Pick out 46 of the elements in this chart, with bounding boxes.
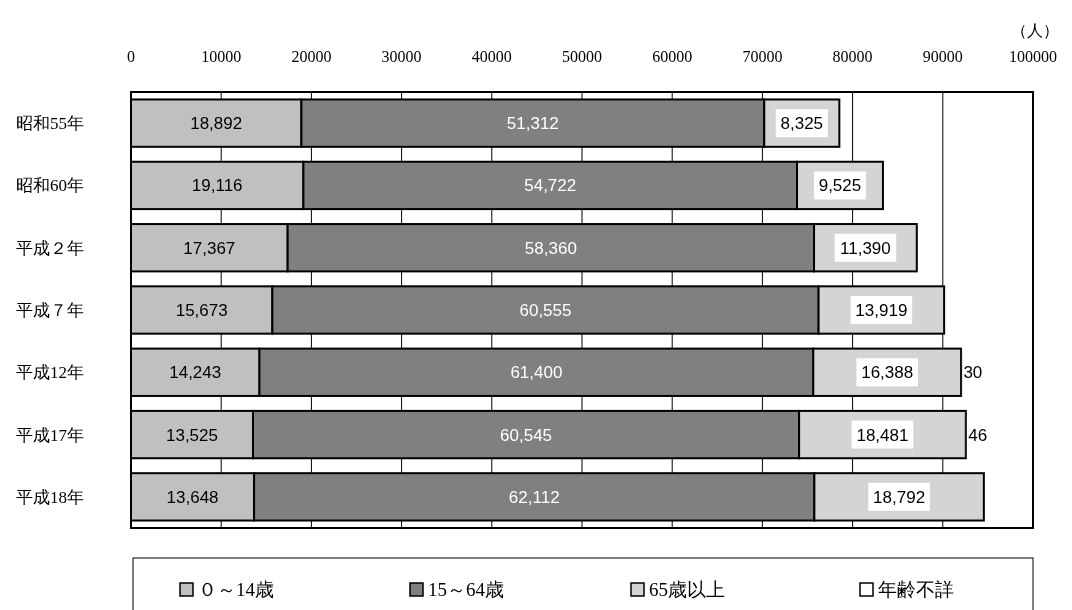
data-label: 61,400 [510, 363, 563, 383]
data-label: 13,648 [166, 487, 219, 507]
data-label: 13,919 [855, 301, 908, 320]
x-tick-label: 50000 [562, 48, 602, 65]
legend-label: ０～14歳 [198, 579, 274, 600]
x-tick-label: 30000 [381, 48, 422, 65]
data-label: 30 [963, 363, 983, 383]
data-label: 58,360 [524, 238, 577, 258]
data-label: 9,525 [818, 176, 862, 196]
y-tick-label: 平成18年 [16, 487, 84, 507]
data-label: 15,673 [175, 301, 228, 320]
data-label: 14,243 [169, 363, 222, 383]
data-label: 54,722 [524, 176, 577, 196]
legend-label: 65歳以上 [649, 579, 725, 600]
data-label: 18,481 [856, 425, 909, 445]
y-tick-label: 昭和60年 [16, 176, 84, 196]
data-label: 18,792 [873, 487, 926, 507]
data-label: 11,390 [840, 238, 891, 258]
data-label: 19,116 [191, 176, 243, 196]
y-tick-label: 平成７年 [16, 301, 84, 320]
x-tick-label: 80000 [832, 48, 873, 65]
x-tick-label: 70000 [742, 48, 783, 65]
data-label: 18,892 [190, 114, 243, 134]
data-label: 60,555 [519, 301, 572, 320]
data-label: 51,312 [506, 114, 559, 134]
data-label: 17,367 [183, 238, 236, 258]
x-tick-label: 60000 [652, 48, 693, 65]
x-tick-label: 0 [127, 48, 135, 65]
data-label: 60,545 [500, 425, 553, 445]
y-tick-label: 平成17年 [16, 425, 84, 445]
x-tick-label: 20000 [291, 48, 332, 65]
legend-label: 年齢不詳 [878, 579, 954, 600]
data-label: 8,325 [780, 114, 824, 134]
x-tick-label: 90000 [922, 48, 963, 65]
data-label: 62,112 [508, 487, 560, 507]
x-axis-title: （人） [1011, 22, 1059, 39]
x-tick-label: 40000 [471, 48, 512, 65]
legend-label: 15～64歳 [428, 579, 504, 600]
x-tick-label: 10000 [201, 48, 242, 65]
data-label: 13,525 [166, 425, 218, 445]
y-tick-label: 平成12年 [16, 363, 84, 383]
data-label: 46 [968, 425, 988, 445]
data-label: 16,388 [861, 363, 914, 383]
y-tick-label: 昭和55年 [16, 114, 84, 134]
y-tick-label: 平成２年 [16, 238, 84, 258]
x-tick-label: 100000 [1009, 48, 1057, 65]
